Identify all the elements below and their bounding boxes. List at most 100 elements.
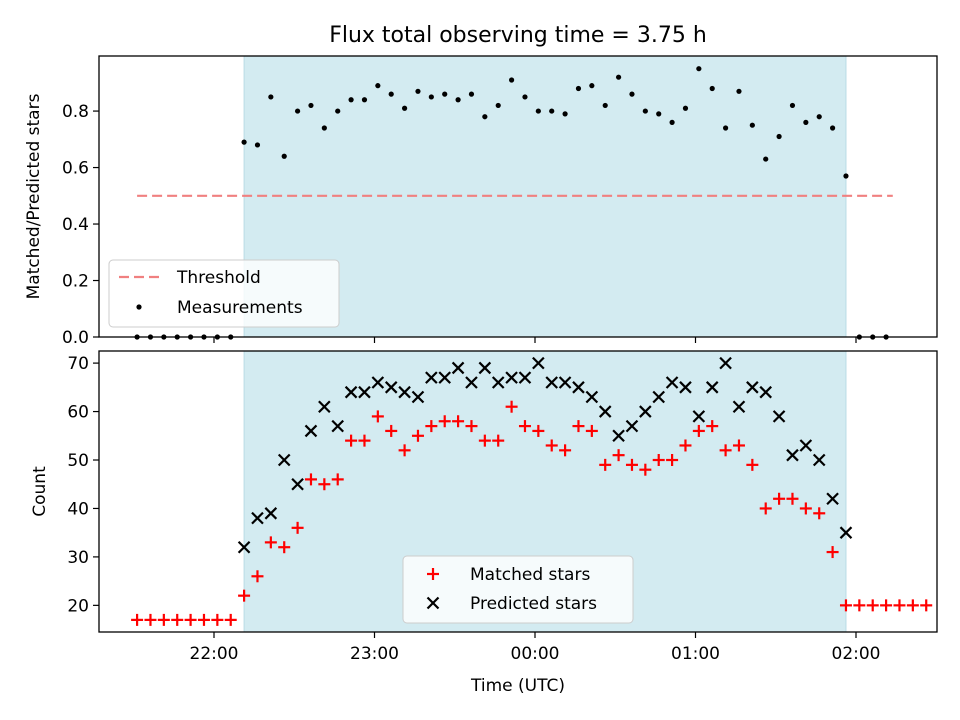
- legend-predicted-swatch: [426, 596, 440, 610]
- predicted-star-point: [398, 385, 411, 399]
- bottom-y-axis-label: Count: [30, 466, 50, 517]
- x-tick-label: 23:00: [350, 644, 399, 664]
- measurement-point: [656, 111, 662, 117]
- predicted-star-point: [358, 385, 371, 399]
- matched-star-point: [666, 454, 679, 467]
- matched-star-point: [318, 478, 331, 491]
- measurement-point: [776, 133, 782, 140]
- predicted-star-point: [291, 477, 304, 491]
- predicted-star-point: [665, 376, 679, 389]
- matched-star-point: [398, 444, 411, 457]
- x-axis-label: Time (UTC): [470, 676, 565, 696]
- matched-star-point: [157, 613, 170, 626]
- matched-star-point: [278, 541, 291, 554]
- matched-star-point: [906, 599, 919, 612]
- matched-star-point: [411, 429, 424, 442]
- measurement-point: [629, 91, 635, 97]
- x-tick-label: 00:00: [511, 644, 560, 664]
- matched-star-point: [438, 415, 451, 428]
- matched-star-point: [853, 599, 866, 612]
- y-tick-label: 40: [67, 499, 89, 519]
- matched-star-point: [478, 434, 491, 447]
- matched-star-point: [625, 458, 638, 471]
- predicted-star-point: [572, 381, 585, 394]
- measurement-point: [696, 66, 702, 72]
- matched-star-point: [706, 420, 719, 433]
- predicted-star-point: [692, 410, 706, 423]
- measurement-point: [615, 74, 622, 80]
- predicted-star-point: [532, 356, 545, 370]
- matched-star-point: [612, 449, 625, 462]
- predicted-star-point: [639, 405, 652, 418]
- predicted-stars-series: [237, 356, 853, 554]
- measurement-point: [843, 173, 849, 179]
- matched-star-point: [171, 613, 184, 626]
- top-x-ticks: [213, 337, 857, 343]
- matched-star-point: [799, 502, 812, 515]
- x-tick-label: 02:00: [832, 644, 881, 664]
- measurement-point: [294, 108, 301, 114]
- predicted-star-point: [612, 429, 625, 443]
- predicted-star-point: [705, 381, 719, 394]
- matched-star-point: [304, 473, 317, 486]
- y-tick-label: 0.2: [62, 272, 89, 292]
- predicted-star-point: [679, 381, 692, 394]
- predicted-star-point: [812, 453, 826, 467]
- matched-star-point: [746, 458, 759, 471]
- predicted-star-point: [264, 507, 278, 520]
- legend-plus-mark: [427, 568, 439, 580]
- matched-star-point: [518, 420, 531, 433]
- measurement-point: [789, 102, 796, 109]
- measurement-point: [669, 119, 675, 125]
- measurement-point: [415, 88, 421, 94]
- predicted-star-point: [625, 419, 639, 433]
- legend-predicted-label: Predicted stars: [470, 594, 597, 614]
- matched-star-point: [572, 420, 585, 433]
- predicted-star-point: [478, 361, 492, 375]
- predicted-star-point: [318, 400, 331, 413]
- measurement-point: [268, 94, 274, 100]
- matched-star-point: [264, 536, 277, 549]
- predicted-star-point: [411, 390, 425, 404]
- top-panel: 0.0 0.2 0.4 0.6 0.8 Flux total observing tim…: [24, 23, 938, 348]
- matched-star-point: [786, 492, 799, 505]
- y-tick-label: 50: [67, 451, 89, 471]
- y-tick-label: 0.6: [62, 159, 89, 179]
- matched-star-point: [585, 424, 598, 437]
- x-tick-label: 22:00: [190, 644, 239, 664]
- matched-star-point: [826, 546, 839, 559]
- y-tick-label: 70: [67, 354, 89, 374]
- matched-star-point: [866, 599, 879, 612]
- measurement-point: [348, 97, 354, 103]
- measurement-point: [241, 139, 247, 145]
- measurement-point: [482, 114, 488, 120]
- measurement-point: [375, 83, 381, 89]
- predicted-star-point: [732, 400, 746, 413]
- measurement-point: [535, 108, 541, 114]
- measurement-point: [361, 97, 368, 103]
- matched-star-point: [692, 424, 705, 437]
- matched-star-point: [465, 420, 478, 433]
- matched-star-point: [331, 473, 344, 486]
- predicted-star-point: [545, 376, 558, 389]
- matched-star-point: [893, 599, 906, 612]
- measurement-point: [455, 97, 461, 103]
- predicted-star-point: [304, 424, 318, 438]
- predicted-star-point: [331, 419, 344, 433]
- measurement-point: [522, 94, 528, 100]
- y-tick-label: 0.8: [62, 102, 89, 122]
- measurement-point: [816, 114, 822, 120]
- legend-measurements-swatch: [136, 304, 142, 310]
- y-tick-label: 20: [67, 596, 89, 616]
- measurement-point: [549, 108, 555, 114]
- measurement-point: [682, 105, 689, 111]
- measurement-point: [321, 125, 327, 131]
- matched-star-point: [291, 521, 304, 534]
- legend-matched-swatch: [427, 568, 439, 580]
- legend-cross-mark: [426, 596, 440, 610]
- measurement-point: [428, 94, 434, 100]
- matched-star-point: [719, 444, 732, 457]
- predicted-star-point: [425, 371, 438, 384]
- matched-star-point: [652, 454, 665, 467]
